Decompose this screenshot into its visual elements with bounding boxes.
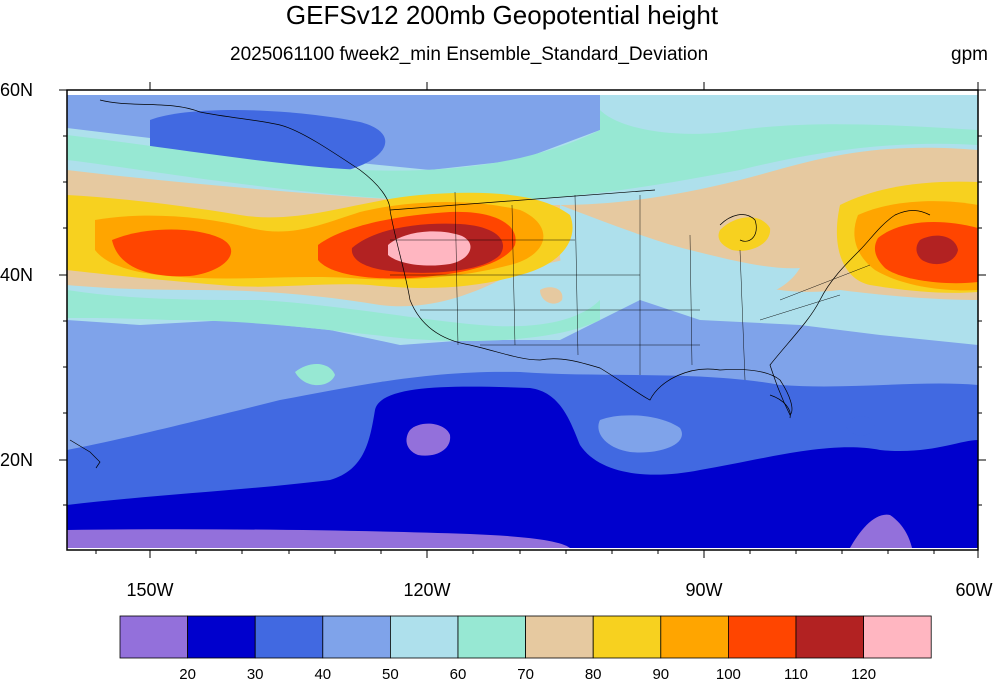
colorbar-swatch [863,615,932,659]
map-subtitle: 2025061100 fweek2_min Ensemble_Standard_… [230,44,709,65]
colorbar-label: 80 [584,666,602,683]
colorbar-label: 50 [382,666,399,683]
coastlines [69,99,931,469]
colorbar-swatch [457,615,526,659]
colorbar-label: 30 [246,666,264,683]
contour-patch-10-20 [406,423,451,456]
contour-patch-60-70 [295,364,335,386]
lon-label-120w: 120W [403,580,451,600]
lon-label-150w: 150W [126,580,174,600]
contour-band-10-20-south [67,529,570,548]
colorbar-label: 70 [517,666,534,683]
lat-label-20n: 20N [0,450,34,470]
colorbar-swatch [660,615,729,659]
axis-ticks [59,82,986,558]
colorbar-label: 90 [652,666,670,683]
lat-label-60n: 60N [0,80,34,100]
lat-label-40n: 40N [0,265,34,285]
colorbar-swatch [389,615,459,659]
colorbar-swatch [254,615,324,659]
state-borders [390,191,871,381]
colorbar-swatch [795,615,864,659]
contour-band-50-60-central [560,205,800,300]
contour-band-100-110-pacific [112,229,232,277]
units-label: gpm [951,44,988,65]
colorbar [119,615,932,659]
colorbar-swatch [592,615,662,659]
contour-patch-30-40-se [845,416,875,436]
colorbar-swatch [322,615,391,659]
contour-island-40-50 [598,415,682,453]
contour-band-60-70-south [67,290,600,341]
contour-patch-80-90-lakes [718,217,771,251]
colorbar-label: 120 [851,666,877,683]
colorbar-label: 100 [715,666,741,683]
colorbar-swatch [119,615,188,659]
colorbar-label: 20 [179,666,196,683]
colorbar-label: 110 [784,666,808,683]
colorbar-swatch [525,615,594,659]
map-frame [66,89,979,551]
contour-band-110-120-east [916,235,958,265]
colorbar-label: 60 [449,666,467,683]
lon-label-90w: 90W [685,580,723,600]
contour-field [67,95,978,548]
contour-patch-70-80 [540,287,563,304]
contour-band-50-60-ne [600,95,978,134]
lon-label-60w: 60W [955,580,993,600]
colorbar-label: 40 [314,666,332,683]
map-title: GEFSv12 200mb Geopotential height [285,0,719,30]
colorbar-swatch [187,615,256,659]
contour-band-20-30 [67,386,978,548]
contour-patch-10-20-se [850,514,912,548]
colorbar-swatch [728,615,797,659]
